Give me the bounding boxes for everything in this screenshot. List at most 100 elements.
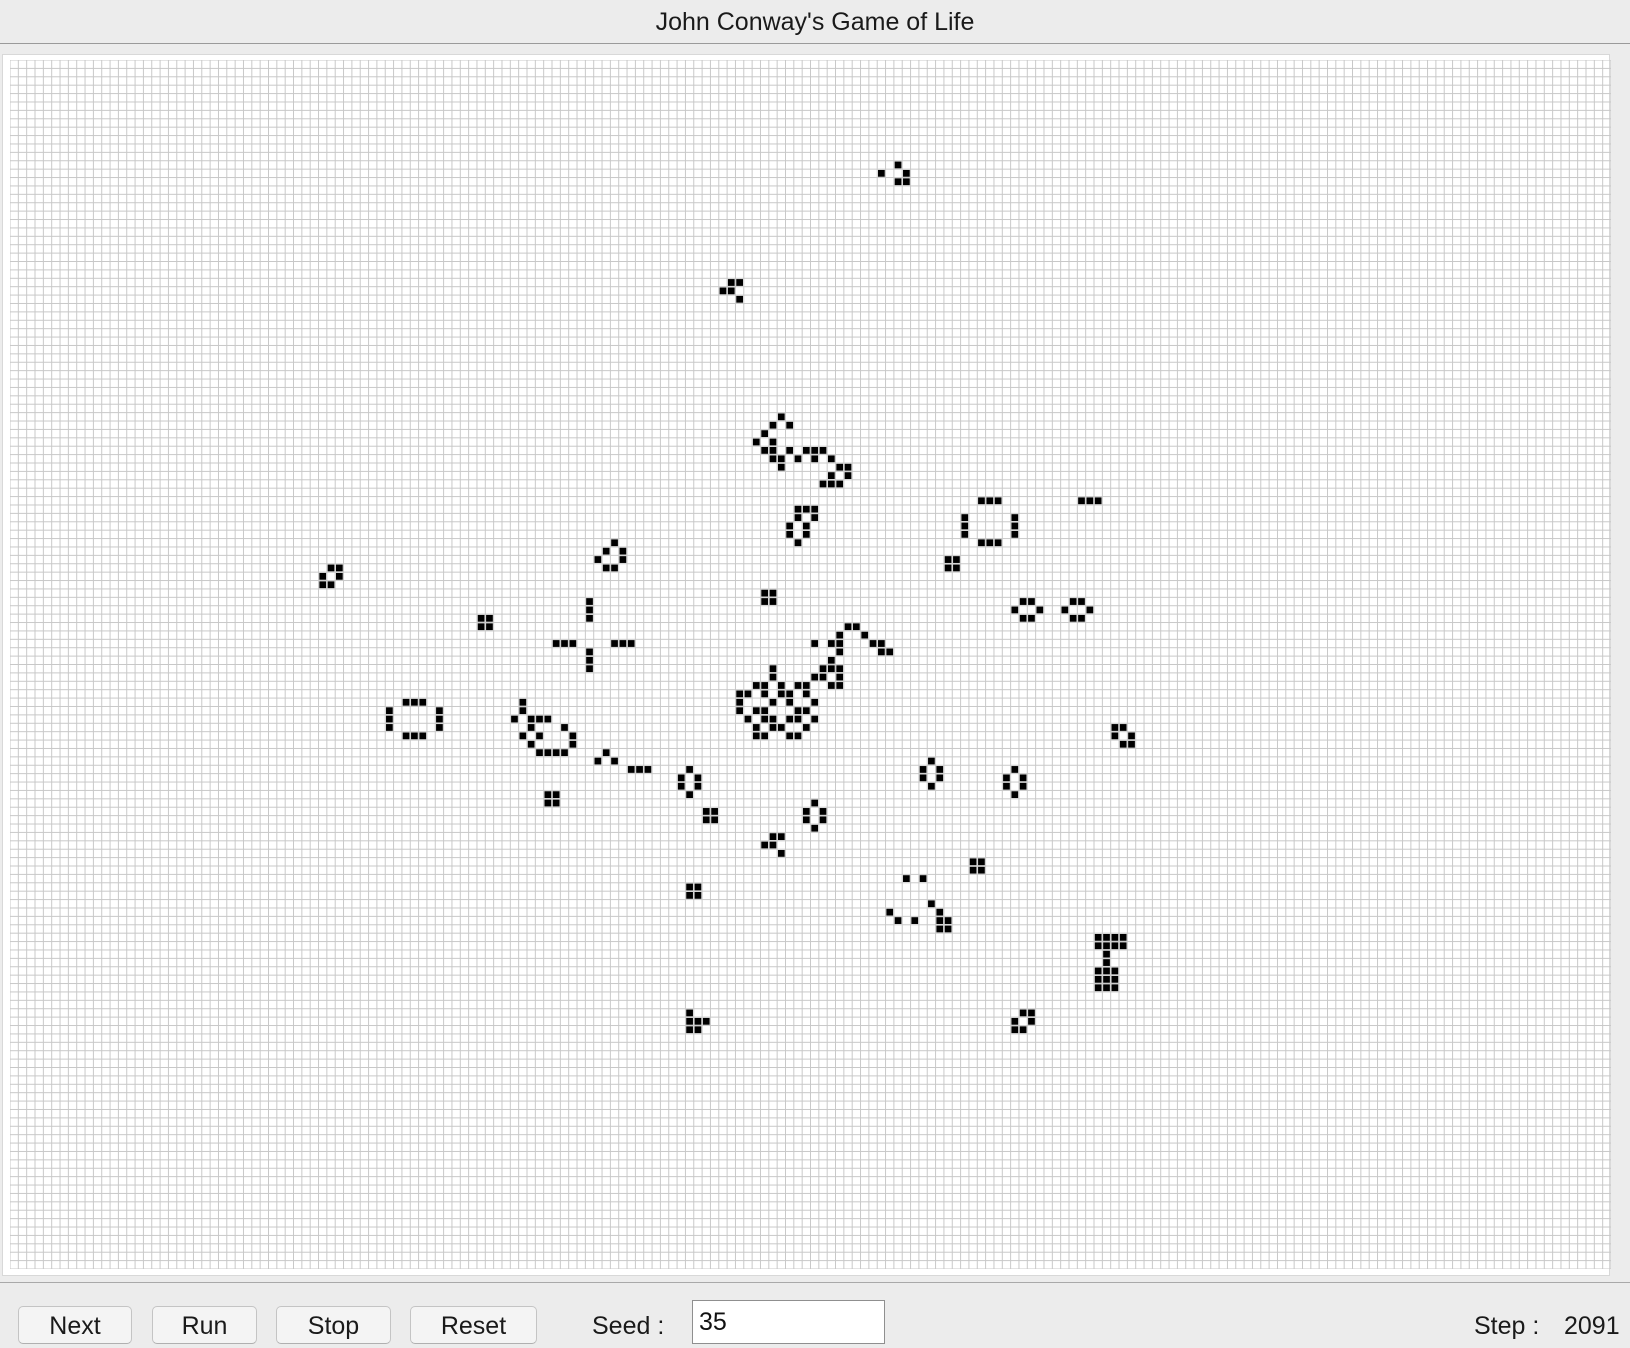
live-cell[interactable]	[978, 858, 985, 866]
live-cell[interactable]	[811, 514, 819, 521]
live-cell[interactable]	[761, 841, 769, 849]
live-cell[interactable]	[1119, 740, 1127, 748]
live-cell[interactable]	[1003, 782, 1010, 790]
live-cell[interactable]	[836, 682, 844, 689]
live-cell[interactable]	[836, 665, 844, 673]
live-cell[interactable]	[636, 766, 643, 773]
live-cell[interactable]	[694, 782, 702, 790]
live-cell[interactable]	[777, 833, 785, 841]
live-cell[interactable]	[794, 707, 802, 715]
live-cell[interactable]	[827, 640, 835, 647]
live-cell[interactable]	[811, 447, 819, 454]
live-cell[interactable]	[1028, 614, 1035, 622]
live-cell[interactable]	[586, 614, 593, 622]
live-cell[interactable]	[928, 757, 935, 765]
live-cell[interactable]	[811, 455, 819, 463]
live-cell[interactable]	[594, 556, 602, 563]
live-cell[interactable]	[794, 455, 802, 463]
live-cell[interactable]	[527, 715, 535, 723]
live-cell[interactable]	[802, 505, 810, 513]
live-cell[interactable]	[436, 724, 443, 731]
live-cell[interactable]	[1011, 522, 1019, 530]
live-cell[interactable]	[544, 749, 552, 757]
live-cell[interactable]	[536, 715, 543, 723]
live-cell[interactable]	[727, 279, 735, 286]
live-cell[interactable]	[677, 782, 685, 790]
live-cell[interactable]	[336, 572, 343, 580]
live-cell[interactable]	[836, 640, 844, 647]
live-cell[interactable]	[752, 682, 760, 689]
live-cell[interactable]	[827, 682, 835, 689]
live-cell[interactable]	[928, 782, 935, 790]
live-cell[interactable]	[978, 539, 985, 547]
live-cell[interactable]	[769, 673, 777, 681]
live-cell[interactable]	[561, 724, 568, 731]
live-cell[interactable]	[761, 732, 769, 740]
live-cell[interactable]	[736, 698, 743, 706]
live-cell[interactable]	[903, 178, 910, 186]
live-cell[interactable]	[836, 463, 844, 471]
live-cell[interactable]	[769, 833, 777, 841]
live-cell[interactable]	[1111, 975, 1119, 983]
live-cell[interactable]	[327, 564, 335, 572]
live-cell[interactable]	[869, 640, 877, 647]
live-cell[interactable]	[719, 287, 727, 295]
live-cell[interactable]	[727, 287, 735, 295]
live-cell[interactable]	[686, 1009, 693, 1017]
live-cell[interactable]	[1128, 740, 1135, 748]
live-cell[interactable]	[986, 497, 994, 505]
live-cell[interactable]	[953, 556, 960, 563]
seed-input[interactable]	[692, 1300, 885, 1344]
live-cell[interactable]	[1103, 933, 1110, 941]
live-cell[interactable]	[569, 732, 577, 740]
live-cell[interactable]	[777, 455, 785, 463]
live-cell[interactable]	[586, 656, 593, 664]
live-cell[interactable]	[752, 707, 760, 715]
live-cell[interactable]	[1011, 1017, 1019, 1025]
live-cell[interactable]	[769, 598, 777, 605]
live-cell[interactable]	[903, 875, 910, 882]
live-cell[interactable]	[1103, 942, 1110, 950]
live-cell[interactable]	[1128, 732, 1135, 740]
live-cell[interactable]	[527, 724, 535, 731]
live-cell[interactable]	[694, 891, 702, 899]
live-cell[interactable]	[861, 631, 869, 639]
live-cell[interactable]	[944, 556, 952, 563]
live-cell[interactable]	[611, 564, 618, 572]
live-cell[interactable]	[619, 640, 627, 647]
live-cell[interactable]	[802, 447, 810, 454]
live-cell[interactable]	[794, 715, 802, 723]
live-cell[interactable]	[903, 169, 910, 177]
live-cell[interactable]	[844, 472, 852, 479]
live-cell[interactable]	[802, 724, 810, 731]
live-cell[interactable]	[1036, 606, 1044, 614]
live-cell[interactable]	[752, 732, 760, 740]
live-cell[interactable]	[1094, 975, 1102, 983]
live-cell[interactable]	[327, 581, 335, 589]
live-cell[interactable]	[936, 925, 944, 933]
live-cell[interactable]	[602, 564, 610, 572]
live-cell[interactable]	[586, 648, 593, 656]
live-cell[interactable]	[1061, 606, 1069, 614]
live-cell[interactable]	[1011, 766, 1019, 773]
live-cell[interactable]	[852, 623, 860, 631]
live-cell[interactable]	[786, 447, 794, 454]
live-cell[interactable]	[411, 732, 418, 740]
live-cell[interactable]	[777, 682, 785, 689]
live-cell[interactable]	[1094, 933, 1102, 941]
live-cell[interactable]	[319, 581, 327, 589]
live-cell[interactable]	[736, 690, 743, 698]
live-cell[interactable]	[586, 606, 593, 614]
live-cell[interactable]	[1019, 774, 1027, 782]
live-cell[interactable]	[1111, 984, 1119, 992]
live-cell[interactable]	[811, 698, 819, 706]
live-cell[interactable]	[319, 572, 327, 580]
live-cell[interactable]	[752, 724, 760, 731]
live-cell[interactable]	[1019, 782, 1027, 790]
live-cell[interactable]	[836, 673, 844, 681]
live-cell[interactable]	[694, 1026, 702, 1034]
live-cell[interactable]	[936, 766, 944, 773]
live-cell[interactable]	[961, 514, 969, 521]
live-cell[interactable]	[594, 757, 602, 765]
live-cell[interactable]	[769, 724, 777, 731]
